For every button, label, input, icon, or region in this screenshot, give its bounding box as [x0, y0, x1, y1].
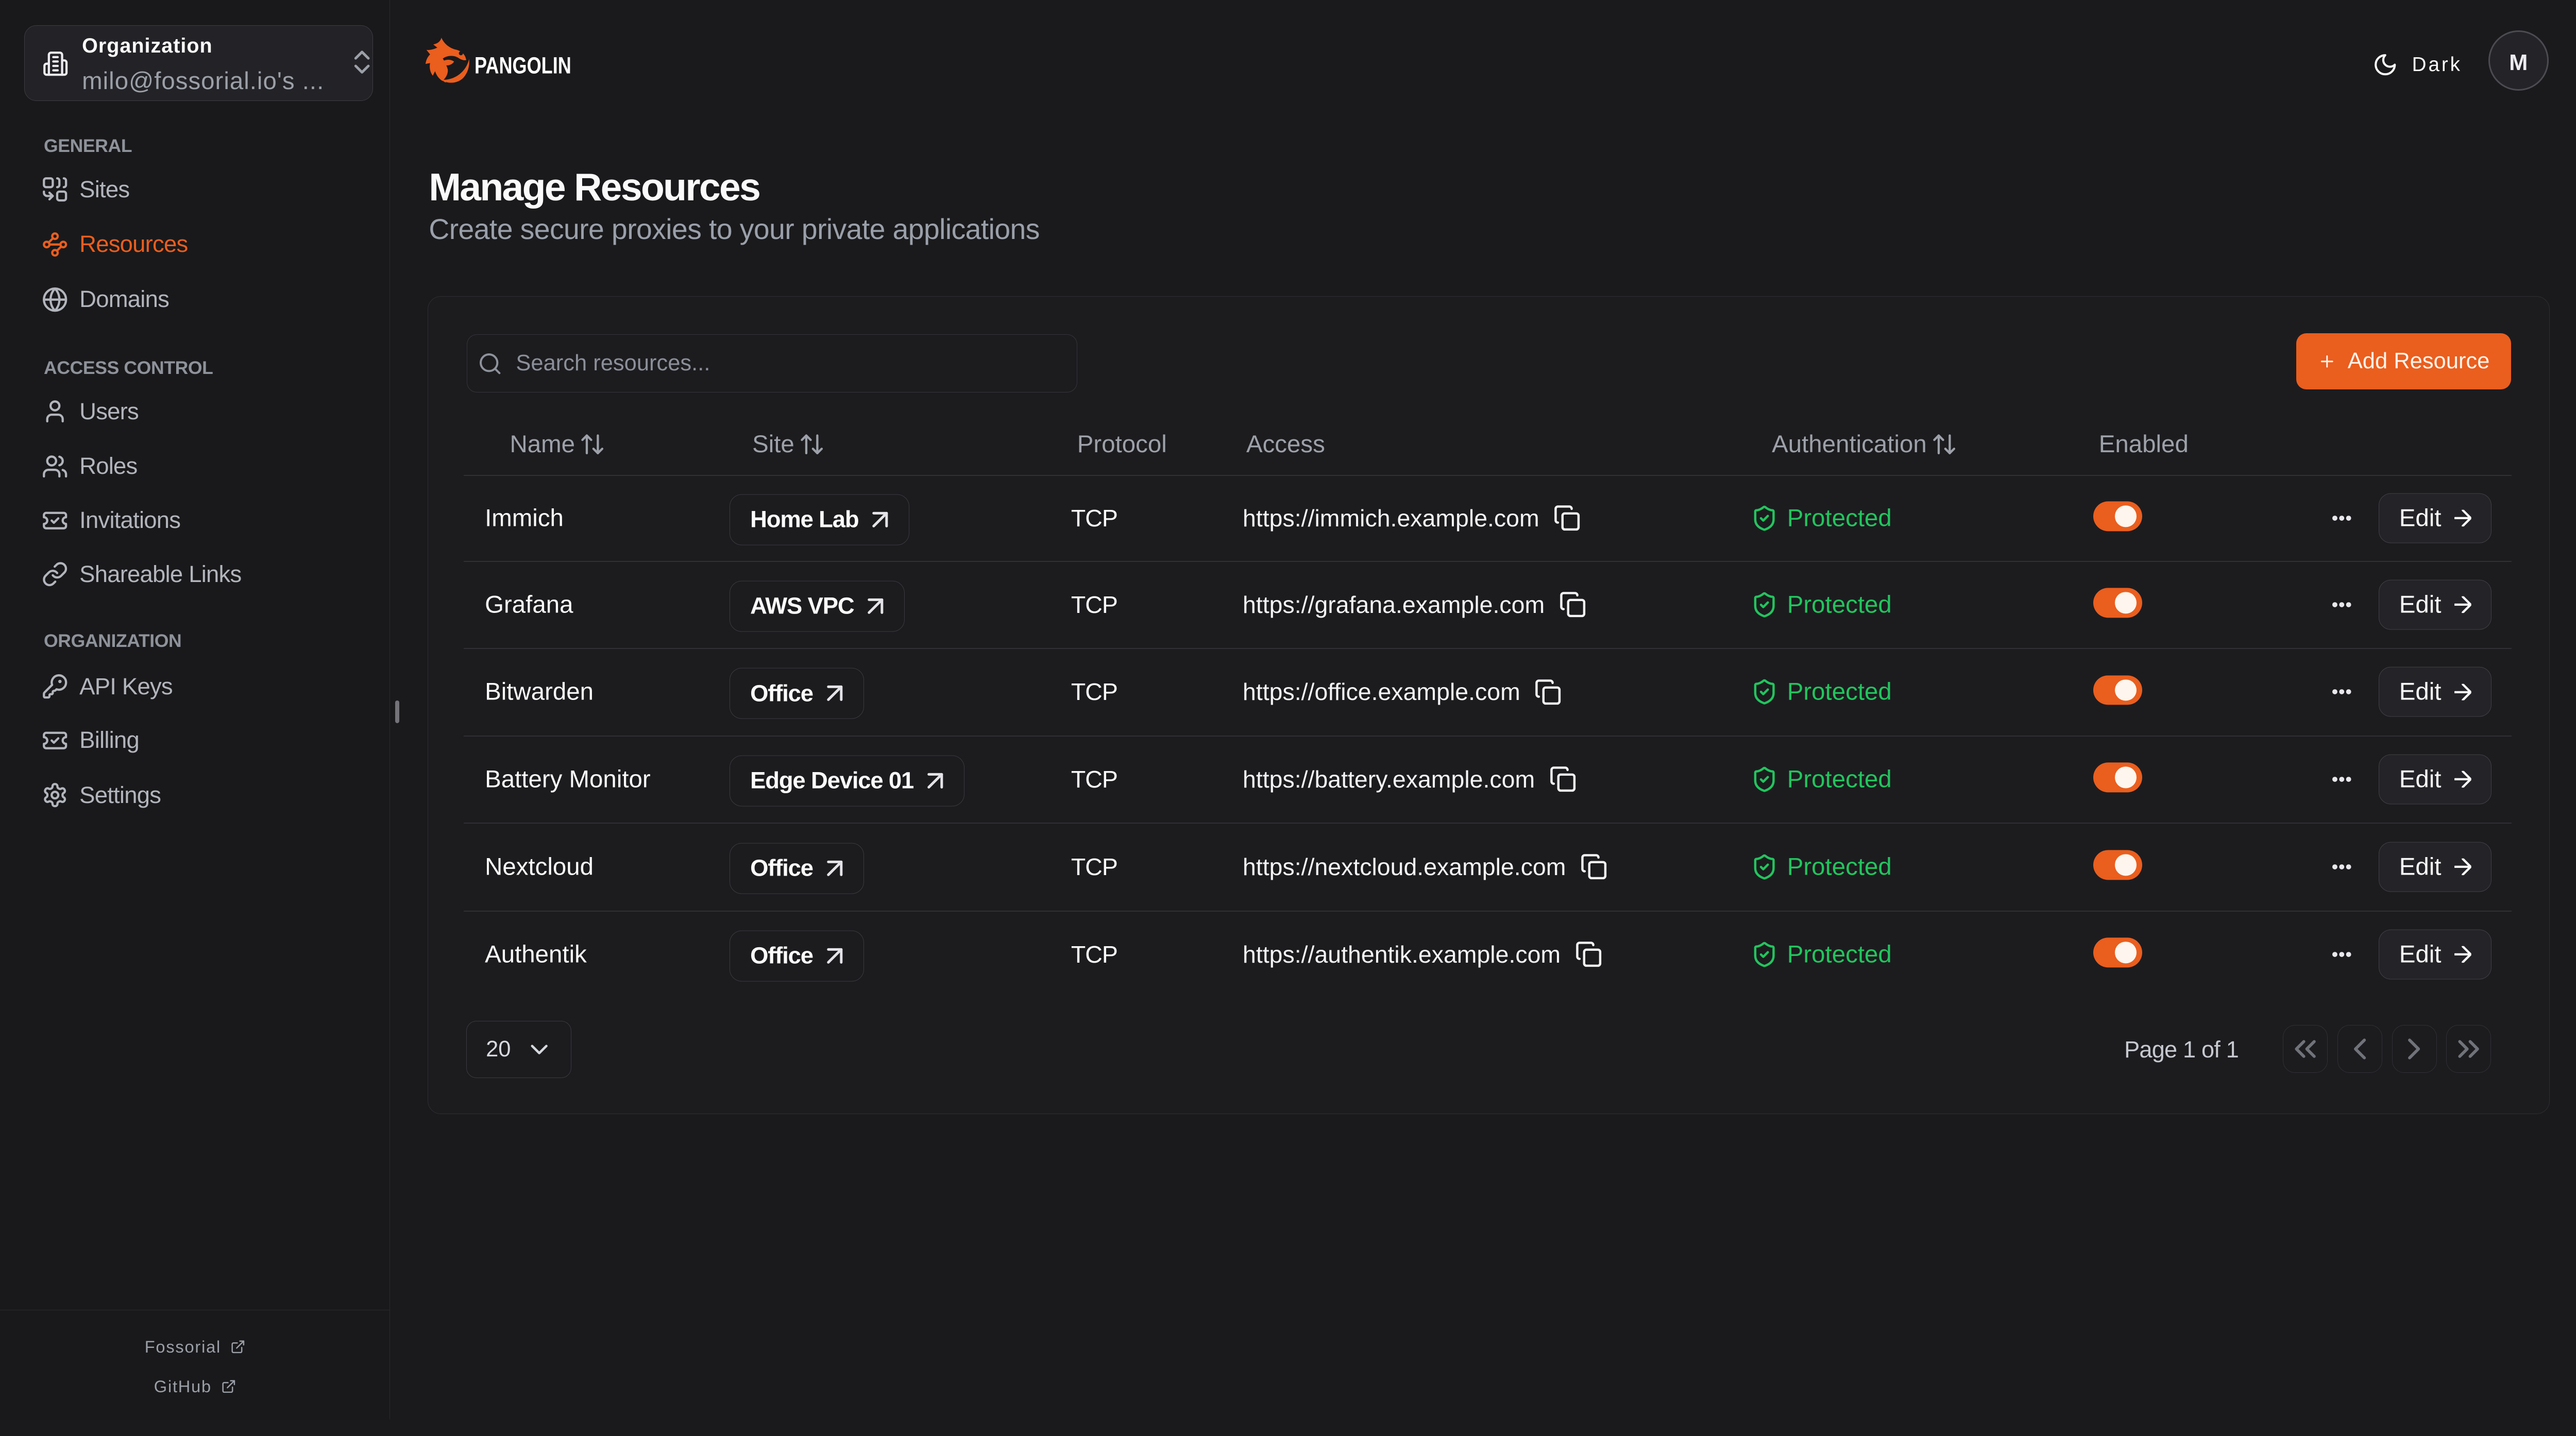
svg-text:PANGOLIN: PANGOLIN — [474, 53, 571, 79]
